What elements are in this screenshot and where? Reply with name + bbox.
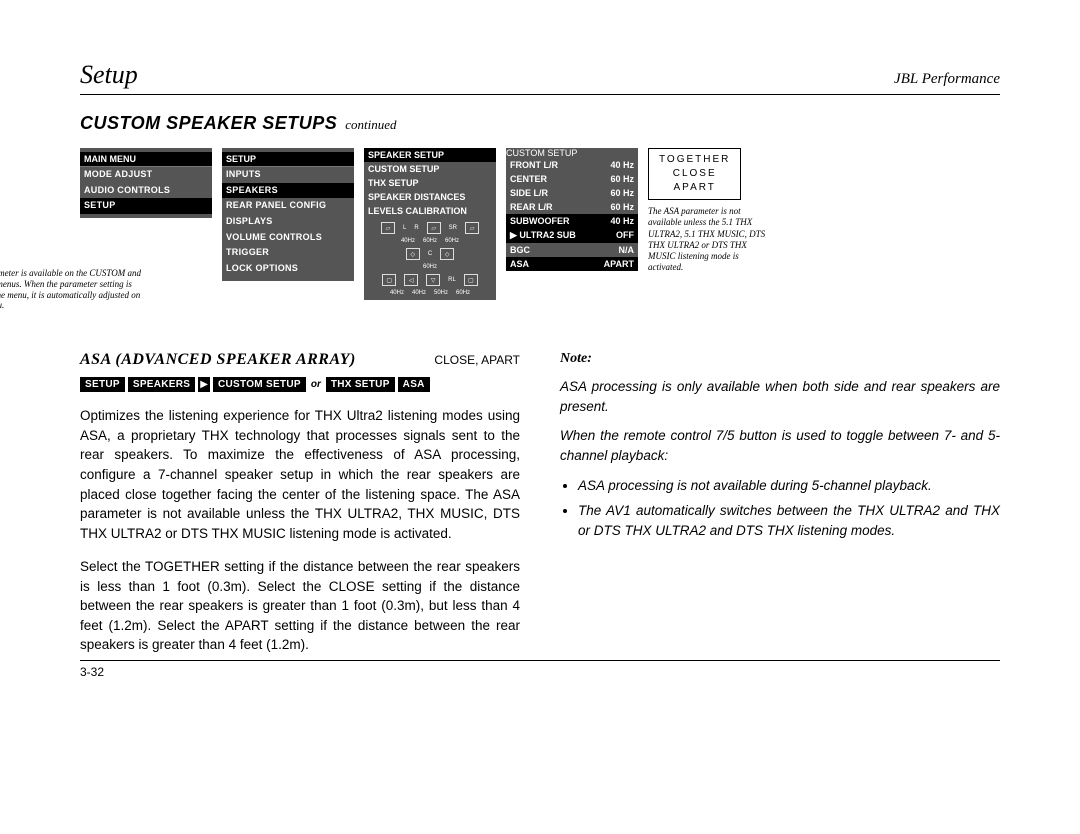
sd-val: 60Hz <box>423 264 437 270</box>
menu2-title: SETUP <box>222 152 354 167</box>
section-title: CUSTOM SPEAKER SETUPS <box>80 113 337 133</box>
option-item: CLOSE <box>659 167 730 181</box>
right-column: Note: ASA processing is only available w… <box>560 351 1000 669</box>
note-list: ASA processing is not available during 5… <box>560 476 1000 541</box>
speaker-diagram: ▱ L R ▱ SR ▱ 40Hz 60Hz 60Hz ◇ C ◇ <box>364 218 496 300</box>
note-li2: The AV1 automatically switches between t… <box>578 501 1000 540</box>
option-item: TOGETHER <box>659 153 730 167</box>
menu2-item: DISPLAYS <box>222 214 354 230</box>
options-note: The ASA parameter is not available unles… <box>648 206 768 274</box>
menu2-item: REAR PANEL CONFIG <box>222 198 354 214</box>
page-number: 3-32 <box>80 660 1000 679</box>
asa-options-box: TOGETHER CLOSE APART <box>648 148 741 200</box>
menu1-item-highlight: SETUP <box>80 198 212 214</box>
speaker-icon: ◁ <box>404 274 418 286</box>
menu1-title: MAIN MENU <box>80 152 212 167</box>
note-p1: ASA processing is only available when bo… <box>560 377 1000 416</box>
custom-setup-box: CUSTOM SETUP FRONT L/R40 Hz CENTER60 Hz … <box>506 148 638 271</box>
left-column: ASA (ADVANCED SPEAKER ARRAY) CLOSE, APAR… <box>80 351 520 669</box>
cs-row: FRONT L/R40 Hz <box>506 158 638 172</box>
section-continued: continued <box>345 117 396 132</box>
menu3-item: THX SETUP <box>364 176 496 190</box>
asa-para1: Optimizes the listening experience for T… <box>80 406 520 543</box>
menu-screenshots-row: MAIN MENU MODE ADJUST AUDIO CONTROLS SET… <box>80 148 1000 311</box>
sd-label: SR <box>449 225 457 231</box>
menu3-item-highlight: CUSTOM SETUP <box>364 162 496 176</box>
cs-row: CENTER60 Hz <box>506 172 638 186</box>
sd-val: 60Hz <box>445 238 459 244</box>
menu2-item-highlight: SPEAKERS <box>222 183 354 199</box>
speaker-icon: ◇ <box>440 248 454 260</box>
asa-para2: Select the TOGETHER setting if the dista… <box>80 557 520 655</box>
bc-or: or <box>309 379 323 390</box>
asa-values: CLOSE, APART <box>434 353 520 367</box>
speaker-icon: ◇ <box>406 248 420 260</box>
speaker-icon: ▱ <box>465 222 479 234</box>
speaker-setup-box: SPEAKER SETUP CUSTOM SETUP THX SETUP SPE… <box>364 148 496 300</box>
sd-label: RL <box>448 277 456 283</box>
note-label: Note: <box>560 351 1000 367</box>
bc-asa: ASA <box>398 377 430 392</box>
cs-row: BGCN/A <box>506 243 638 257</box>
chevron-right-icon: ▶ <box>198 377 210 392</box>
page-header: Setup JBL Performance <box>80 60 1000 95</box>
bc-custom-setup: CUSTOM SETUP <box>213 377 306 392</box>
sd-label: L <box>403 225 406 231</box>
breadcrumb: SETUP SPEAKERS ▶ CUSTOM SETUP or THX SET… <box>80 377 520 392</box>
asa-title: ASA (ADVANCED SPEAKER ARRAY) <box>80 351 356 369</box>
menu1-item: AUDIO CONTROLS <box>80 183 212 199</box>
cs-row: SIDE L/R60 Hz <box>506 186 638 200</box>
menu1-item: MODE ADJUST <box>80 167 212 183</box>
setup-menu-box: SETUP INPUTS SPEAKERS REAR PANEL CONFIG … <box>222 148 354 281</box>
sd-val: 50Hz <box>434 290 448 296</box>
note-li1: ASA processing is not available during 5… <box>578 476 1000 496</box>
sd-label: C <box>428 251 432 257</box>
menu2-item: VOLUME CONTROLS <box>222 230 354 246</box>
speaker-icon: ▽ <box>426 274 440 286</box>
cs-row: SUBWOOFER40 Hz <box>506 214 638 228</box>
header-brand: JBL Performance <box>894 71 1000 88</box>
speaker-icon: ▢ <box>464 274 478 286</box>
header-section: Setup <box>80 60 138 90</box>
note-p2: When the remote control 7/5 button is us… <box>560 426 1000 465</box>
option-item: APART <box>659 181 730 195</box>
menu3-item: SPEAKER DISTANCES <box>364 190 496 204</box>
bc-setup: SETUP <box>80 377 125 392</box>
bc-speakers: SPEAKERS <box>128 377 195 392</box>
cs-row: REAR L/R60 Hz <box>506 200 638 214</box>
bc-thx-setup: THX SETUP <box>326 377 395 392</box>
speaker-icon: ▢ <box>382 274 396 286</box>
sd-val: 60Hz <box>423 238 437 244</box>
section-heading: CUSTOM SPEAKER SETUPS continued <box>80 113 1000 134</box>
menu2-item: TRIGGER <box>222 245 354 261</box>
menu3-title: SPEAKER SETUP <box>364 148 496 162</box>
menu1-footnote: The ASA parameter is available on the CU… <box>0 268 148 311</box>
menu2-item: LOCK OPTIONS <box>222 261 354 277</box>
sd-val: 40Hz <box>390 290 404 296</box>
sd-val: 40Hz <box>401 238 415 244</box>
cs-row-highlight: ASAAPART <box>506 257 638 271</box>
speaker-icon: ▱ <box>381 222 395 234</box>
speaker-icon: ▱ <box>427 222 441 234</box>
menu4-title: CUSTOM SETUP <box>506 148 638 158</box>
sd-label: R <box>414 225 418 231</box>
sd-val: 60Hz <box>456 290 470 296</box>
main-menu-box: MAIN MENU MODE ADJUST AUDIO CONTROLS SET… <box>80 148 212 218</box>
cs-row: ▶ ULTRA2 SUBOFF <box>506 228 638 243</box>
sd-val: 40Hz <box>412 290 426 296</box>
menu2-item: INPUTS <box>222 167 354 183</box>
menu3-item: LEVELS CALIBRATION <box>364 204 496 218</box>
